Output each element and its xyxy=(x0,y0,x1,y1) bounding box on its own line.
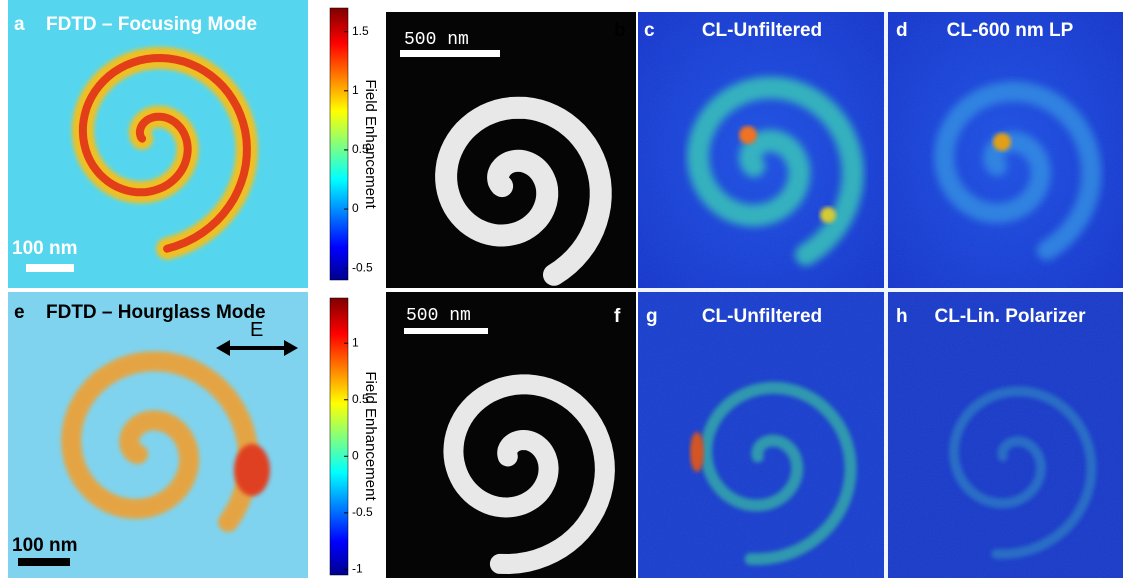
hotspot xyxy=(234,444,270,496)
panel-title: CL-Unfiltered xyxy=(702,20,822,41)
colorbar-tick-label: -1 xyxy=(352,562,363,576)
colorbar-tick-label: 1 xyxy=(352,83,359,97)
scale-label: 500 nm xyxy=(404,30,469,50)
colorbar-tick-label: -0.5 xyxy=(352,505,373,519)
colorbar-tick-label: 0 xyxy=(352,201,359,215)
panel-letter: c xyxy=(644,20,655,41)
colorbar-tick-label: -0.5 xyxy=(352,260,373,274)
scale-bar xyxy=(18,558,70,566)
scale-bar xyxy=(404,328,488,334)
panel-title: FDTD – Focusing Mode xyxy=(46,14,257,35)
colorbar-tick-label: 0.5 xyxy=(352,142,369,156)
colorbar-label: Field Enhancement xyxy=(362,371,379,501)
panel-letter: g xyxy=(646,306,658,327)
panel-title: CL-Unfiltered xyxy=(702,306,822,327)
scale-bar xyxy=(400,50,500,57)
panel-letter: e xyxy=(14,302,25,323)
panel-letter: b xyxy=(614,20,626,41)
scale-label: 100 nm xyxy=(12,238,77,259)
scale-bar xyxy=(26,264,74,272)
panel-letter: a xyxy=(14,14,25,35)
colorbar-tick-label: 0.5 xyxy=(352,392,369,406)
colorbar-tick-label: 1.5 xyxy=(352,24,369,38)
colorbar-tick-label: 0 xyxy=(352,448,359,462)
panel-title: CL-Lin. Polarizer xyxy=(935,306,1087,327)
panel-letter: d xyxy=(896,20,908,41)
noise xyxy=(638,12,1123,578)
figure: Field Enhancement Field Enhancement a FD… xyxy=(0,0,1123,578)
panel-title: CL-600 nm LP xyxy=(947,20,1074,41)
scale-label: 100 nm xyxy=(12,535,77,556)
field-label: E xyxy=(250,319,263,341)
panel-letter: h xyxy=(896,306,908,327)
panel-letter: f xyxy=(614,306,621,327)
scale-label: 500 nm xyxy=(406,306,471,326)
colorbar xyxy=(330,298,348,575)
colorbar xyxy=(330,8,348,280)
panel-title: FDTD – Hourglass Mode xyxy=(46,302,266,323)
colorbar-tick-label: 1 xyxy=(352,335,359,349)
